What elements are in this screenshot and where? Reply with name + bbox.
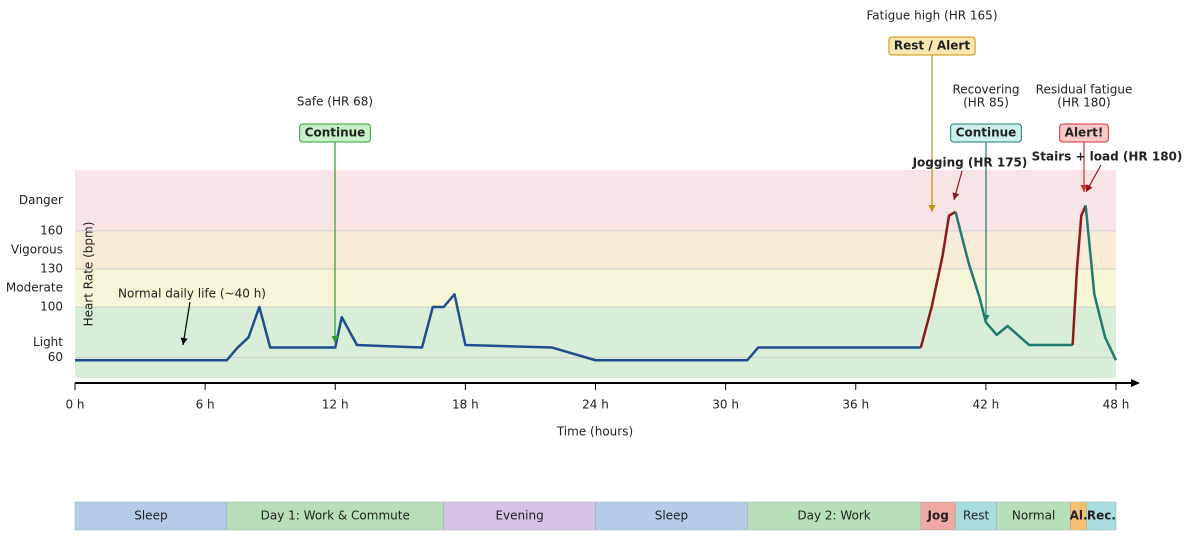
annotation-arrowhead <box>982 315 990 322</box>
timeline-label: Rest <box>963 509 989 523</box>
annotation-box-label: Continue <box>956 126 1017 140</box>
hr-line <box>1071 205 1087 346</box>
timeline-label: Normal <box>1012 509 1055 523</box>
hr-line <box>919 210 957 348</box>
timeline-segment <box>595 501 748 531</box>
timeline-segment <box>1086 501 1117 531</box>
annotation-arrowhead <box>952 192 960 200</box>
hr-line <box>75 293 921 362</box>
x-tick-label: 48 h <box>1103 398 1130 412</box>
zone-band <box>75 170 1116 231</box>
annotation-text: Recovering <box>952 83 1019 97</box>
annotation-box <box>299 123 371 143</box>
timeline-segment <box>226 501 444 531</box>
x-tick-label: 6 h <box>196 398 215 412</box>
timeline-segment <box>920 501 956 531</box>
x-axis-label: Time (hours) <box>556 425 633 439</box>
zone-label: Vigorous <box>11 242 63 256</box>
annotation-text: (HR 85) <box>963 96 1009 110</box>
annotation-box-label: Continue <box>305 126 366 140</box>
zone-band <box>75 268 1116 307</box>
x-tick-label: 0 h <box>65 398 84 412</box>
hr-line <box>1084 205 1118 361</box>
timeline-segment <box>996 501 1071 531</box>
annotation-arrowhead <box>331 336 339 343</box>
zone-label: Light <box>33 335 63 349</box>
annotation-text: Stairs + load (HR 180) <box>1032 150 1183 164</box>
y-axis-label: Heart Rate (bpm) <box>82 222 96 327</box>
annotation-box-label: Alert! <box>1065 126 1104 140</box>
x-axis-arrow <box>1131 379 1140 387</box>
annotation-arrowhead <box>1086 184 1093 192</box>
x-tick-label: 42 h <box>973 398 1000 412</box>
annotation-box <box>888 36 976 56</box>
annotation-arrow <box>182 301 191 346</box>
annotation-arrowhead <box>1080 185 1088 192</box>
annotation-arrowhead <box>928 205 936 212</box>
x-tick-label: 12 h <box>322 398 349 412</box>
y-tick-label: 60 <box>48 350 63 364</box>
annotation-box <box>950 123 1022 143</box>
timeline-segment <box>747 501 922 531</box>
y-tick-label: 160 <box>40 223 63 237</box>
timeline-segment <box>74 501 228 531</box>
y-tick-label: 130 <box>40 261 63 275</box>
zone-band <box>75 306 1116 378</box>
zone-label: Moderate <box>6 280 63 294</box>
annotation-box <box>1059 123 1109 143</box>
timeline-label: Sleep <box>655 509 688 523</box>
timeline-label: Rec. <box>1087 509 1116 523</box>
y-tick-label: 100 <box>40 299 63 313</box>
timeline-segment <box>955 501 997 531</box>
annotation-text: Safe (HR 68) <box>297 95 373 109</box>
annotation-text: Residual fatigue <box>1036 83 1133 97</box>
x-tick-label: 18 h <box>452 398 479 412</box>
x-tick-label: 36 h <box>842 398 869 412</box>
timeline-label: Evening <box>495 509 543 523</box>
annotation-box-label: Rest / Alert <box>894 39 970 53</box>
timeline-label: Day 1: Work & Commute <box>261 509 410 523</box>
timeline-label: Day 2: Work <box>797 509 870 523</box>
annotation-text: (HR 180) <box>1057 96 1110 110</box>
annotation-text: Jogging (HR 175) <box>912 156 1028 170</box>
timeline-label: Al. <box>1070 509 1088 523</box>
timeline-segment <box>443 501 596 531</box>
timeline-label: Sleep <box>134 509 167 523</box>
annotation-text: Normal daily life (~40 h) <box>118 287 266 301</box>
zone-label: Danger <box>19 193 63 207</box>
hr-line <box>954 211 1073 347</box>
annotation-arrowhead <box>180 337 188 345</box>
annotation-text: Fatigue high (HR 165) <box>866 9 997 23</box>
x-tick-label: 24 h <box>582 398 609 412</box>
timeline-label: Jog <box>927 509 949 523</box>
zone-band <box>75 230 1116 269</box>
x-tick-label: 30 h <box>712 398 739 412</box>
